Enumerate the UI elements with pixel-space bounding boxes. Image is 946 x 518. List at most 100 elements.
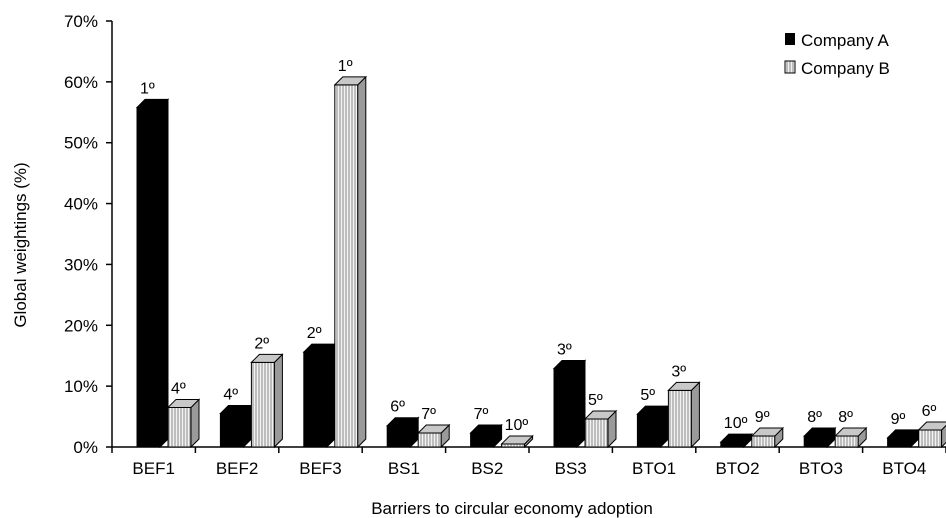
bar-company-a-bs2 — [469, 423, 503, 449]
bar-front — [667, 389, 692, 448]
bar-company-b-bef2 — [250, 353, 284, 449]
bar-company-a-bef2 — [219, 404, 253, 449]
bar-top — [385, 417, 420, 427]
bar-front — [918, 429, 943, 448]
y-tick-label: 40% — [64, 195, 98, 214]
bar-company-b-bs3 — [583, 409, 618, 449]
rank-label-company-a: 9º — [891, 411, 906, 428]
rank-label-company-b: 1º — [338, 58, 353, 75]
legend-label-company-a: Company A — [801, 31, 890, 50]
y-tick-label: 70% — [64, 12, 98, 31]
x-tick-label: BTO2 — [715, 459, 759, 478]
x-tick-label: BEF3 — [299, 459, 342, 478]
legend-label-company-b: Company B — [801, 59, 890, 78]
rank-label-company-a: 5º — [640, 387, 655, 404]
legend-swatch-company-b — [784, 60, 796, 74]
bar-company-a-bs3 — [552, 359, 587, 449]
bar-front — [334, 84, 359, 448]
bar-front — [834, 435, 859, 448]
bar-front — [303, 351, 328, 448]
rank-label-company-b: 7º — [421, 406, 436, 423]
x-tick-label: BS2 — [471, 459, 503, 478]
bar-top — [802, 427, 837, 437]
x-tick-label: BTO4 — [882, 459, 926, 478]
bar-front — [417, 432, 442, 448]
rank-label-company-b: 4º — [171, 380, 186, 397]
bar-company-a-bto2 — [719, 432, 754, 449]
bar-side — [326, 342, 336, 449]
bar-front — [751, 435, 776, 448]
y-tick-label: 20% — [64, 316, 98, 335]
rank-label-company-b: 5º — [588, 392, 603, 409]
x-tick-label: BS1 — [388, 459, 420, 478]
bar-company-a-bto4 — [886, 428, 920, 449]
rank-label-company-a: 8º — [807, 409, 822, 426]
rank-label-company-a: 1º — [140, 80, 155, 97]
bar-side — [690, 381, 700, 449]
bar-side — [159, 98, 169, 449]
bar-company-b-bs1 — [416, 423, 451, 449]
rank-label-company-a: 2º — [307, 325, 322, 342]
bar-front — [720, 441, 745, 448]
bar-top — [583, 410, 618, 420]
bar-company-b-bto3 — [833, 426, 868, 449]
bar-company-b-bef3 — [333, 75, 368, 449]
rank-label-company-b: 8º — [838, 409, 853, 426]
rank-label-company-a: 6º — [390, 399, 405, 416]
rank-label-company-b: 10º — [505, 417, 529, 434]
bar-front — [636, 413, 661, 448]
bar-company-a-bto3 — [802, 426, 837, 449]
y-tick-label: 50% — [64, 134, 98, 153]
rank-label-company-a: 3º — [557, 341, 572, 358]
y-tick-label: 30% — [64, 255, 98, 274]
bar-top — [500, 435, 534, 445]
bar-front — [584, 418, 609, 448]
bar-company-b-bto1 — [667, 381, 701, 449]
bar-side — [941, 424, 946, 449]
bar-front — [219, 413, 244, 448]
bar-side — [576, 359, 586, 449]
bar-front — [167, 406, 192, 448]
rank-label-company-a: 4º — [223, 387, 238, 404]
bar-front — [136, 106, 161, 448]
bar-front — [470, 432, 495, 448]
bar-top — [166, 398, 201, 408]
bar-company-a-bto1 — [636, 404, 670, 449]
y-tick-label: 10% — [64, 377, 98, 396]
rank-label-company-b: 9º — [755, 409, 770, 426]
bar-top — [416, 424, 451, 434]
bar-front — [250, 361, 275, 448]
y-tick-label: 0% — [73, 438, 98, 457]
y-tick-label: 60% — [64, 73, 98, 92]
bar-top — [469, 424, 503, 434]
bar-side — [357, 75, 367, 449]
labels: 1º 4º BEF1 4º 2º BEF2 2º 1º BEF3 6º 7º BS1 7º 10º BS2 3… — [132, 58, 936, 478]
bar-company-b-bto2 — [750, 426, 785, 449]
x-tick-label: BTO1 — [632, 459, 676, 478]
bar-top — [833, 427, 868, 437]
x-tick-label: BS3 — [555, 459, 587, 478]
x-tick-label: BEF2 — [216, 459, 259, 478]
rank-label-company-b: 2º — [254, 335, 269, 352]
bar-top — [667, 381, 701, 391]
bar-top — [917, 421, 946, 431]
rank-label-company-a: 7º — [474, 406, 489, 423]
bars — [135, 75, 946, 449]
bar-top — [552, 359, 587, 369]
bar-top — [135, 98, 170, 108]
x-tick-label: BTO3 — [799, 459, 843, 478]
rank-label-company-b: 3º — [671, 363, 686, 380]
x-tick-label: BEF1 — [132, 459, 175, 478]
bar-front — [386, 425, 411, 448]
rank-label-company-b: 6º — [922, 403, 937, 420]
axes: 0% 10% 20% 30% 40% 50% 60% 70% — [64, 12, 946, 457]
y-axis-title: Global weightings (%) — [11, 162, 30, 327]
bar-company-b-bto4 — [917, 421, 946, 449]
legend-swatch-company-a — [785, 33, 795, 45]
bar-side — [273, 353, 283, 449]
bar-front — [553, 367, 578, 448]
legend: Company A Company B — [784, 31, 890, 78]
bar-company-a-bef1 — [135, 98, 170, 449]
bar-top — [250, 353, 284, 363]
